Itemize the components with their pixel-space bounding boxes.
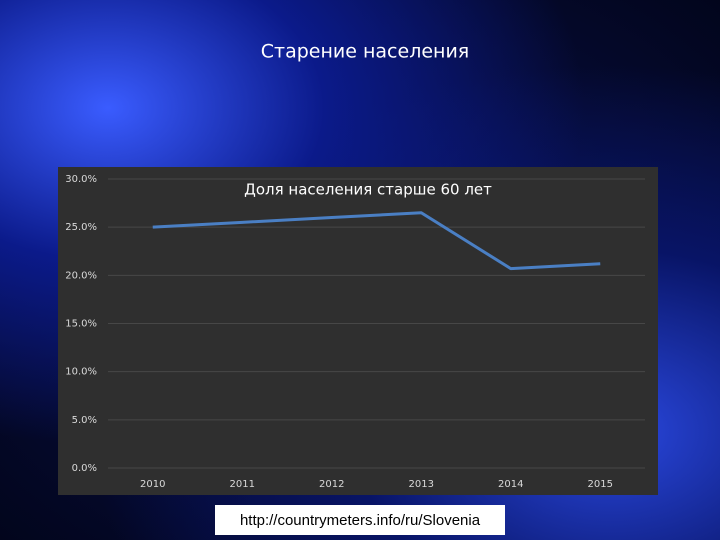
y-tick-label: 5.0% (72, 415, 97, 426)
y-tick-label: 0.0% (72, 463, 97, 474)
x-tick-label: 2010 (140, 479, 165, 490)
y-tick-label: 30.0% (65, 174, 97, 185)
y-tick-label: 10.0% (65, 367, 97, 378)
x-tick-label: 2012 (319, 479, 344, 490)
line-series (152, 211, 601, 271)
x-tick-label: 2013 (409, 479, 434, 490)
x-tick-label: 2014 (498, 479, 523, 490)
y-tick-label: 25.0% (65, 222, 97, 233)
x-tick-label: 2015 (588, 479, 613, 490)
source-box (215, 505, 505, 535)
source-link: http://countrymeters.info/ru/Slovenia (240, 512, 481, 529)
slide-title: Старение населения (261, 41, 469, 63)
chart-title: Доля населения старше 60 лет (244, 181, 492, 199)
x-tick-label: 2011 (230, 479, 255, 490)
chart-area (58, 167, 658, 495)
y-tick-label: 20.0% (65, 270, 97, 281)
y-tick-label: 15.0% (65, 319, 97, 330)
